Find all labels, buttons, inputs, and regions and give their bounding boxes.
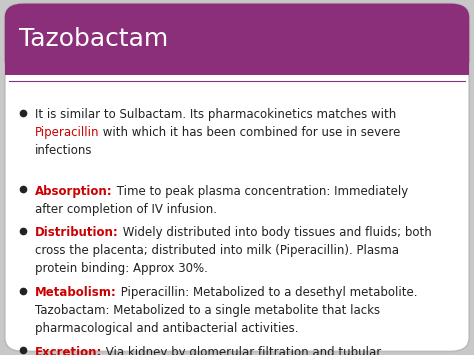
Text: Piperacillin: Piperacillin [35, 126, 100, 139]
Text: cross the placenta; distributed into milk (Piperacillin). Plasma: cross the placenta; distributed into mil… [35, 244, 399, 257]
FancyBboxPatch shape [5, 4, 469, 75]
Text: infections: infections [35, 144, 92, 157]
Text: Via kidney by glomerular filtration and tubular: Via kidney by glomerular filtration and … [102, 346, 382, 355]
FancyBboxPatch shape [5, 4, 469, 351]
Text: pharmacological and antibacterial activities.: pharmacological and antibacterial activi… [35, 322, 299, 335]
Text: protein binding: Approx 30%.: protein binding: Approx 30%. [35, 262, 208, 275]
Text: Tazobactam: Metabolized to a single metabolite that lacks: Tazobactam: Metabolized to a single meta… [35, 304, 380, 317]
Text: Time to peak plasma concentration: Immediately: Time to peak plasma concentration: Immed… [112, 185, 408, 198]
Text: Piperacillin: Metabolized to a desethyl metabolite.: Piperacillin: Metabolized to a desethyl … [117, 286, 417, 299]
Text: Widely distributed into body tissues and fluids; both: Widely distributed into body tissues and… [118, 226, 431, 239]
Text: Distribution:: Distribution: [35, 226, 118, 239]
Text: Absorption:: Absorption: [35, 185, 112, 198]
Text: It is similar to Sulbactam. Its pharmacokinetics matches with: It is similar to Sulbactam. Its pharmaco… [35, 108, 396, 121]
Text: after completion of IV infusion.: after completion of IV infusion. [35, 203, 217, 216]
Text: Tazobactam: Tazobactam [18, 27, 168, 51]
Text: Metabolism:: Metabolism: [35, 286, 117, 299]
Text: Excretion:: Excretion: [35, 346, 102, 355]
Bar [5, 43, 469, 75]
Text: with which it has been combined for use in severe: with which it has been combined for use … [100, 126, 401, 139]
